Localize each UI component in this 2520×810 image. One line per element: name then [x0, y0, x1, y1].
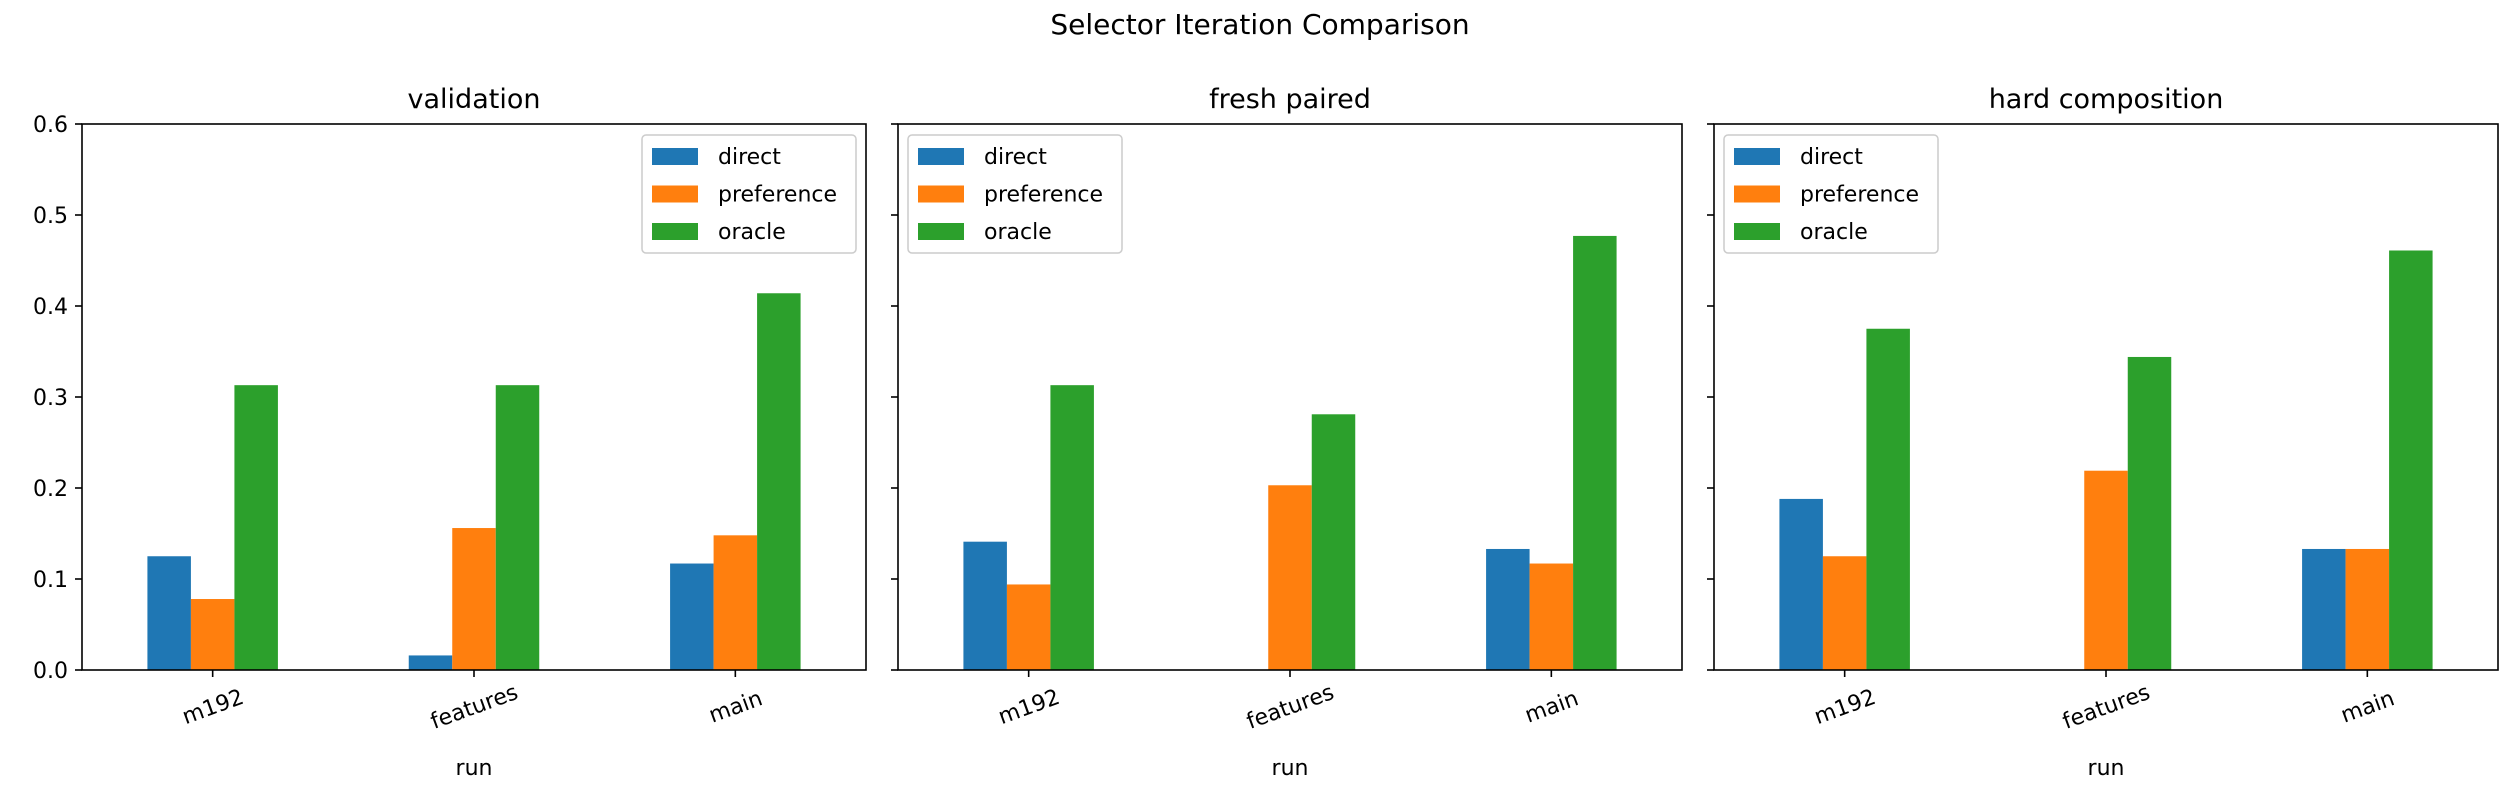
y-tick-label: 0.1	[33, 568, 68, 593]
legend-label: preference	[984, 183, 1103, 208]
y-tick-label: 0.5	[33, 204, 68, 229]
bar-direct-features	[408, 655, 453, 670]
legend: direct preference oracle	[1723, 134, 1939, 254]
legend-label: preference	[718, 183, 837, 208]
x-tick-label: m192	[995, 685, 1063, 730]
x-tick-label: m192	[179, 685, 247, 730]
x-axis-label: run	[1272, 756, 1309, 781]
x-tick-label: features	[428, 680, 522, 735]
legend-swatch-oracle	[918, 223, 964, 240]
subplot-title: validation	[408, 84, 541, 115]
legend-label: preference	[1800, 183, 1919, 208]
x-tick-label: main	[1522, 686, 1582, 728]
bar-oracle-features	[1311, 414, 1356, 670]
bar-direct-m192	[963, 541, 1007, 670]
bar-oracle-main	[2389, 250, 2433, 671]
bar-oracle-m192	[1050, 385, 1094, 670]
legend-swatch-oracle	[652, 223, 698, 240]
y-tick-label: 0.2	[33, 477, 68, 502]
bar-preference-features	[1268, 485, 1312, 670]
legend-label: oracle	[718, 220, 786, 245]
y-tick-label: 0.3	[33, 386, 68, 411]
legend: direct preference oracle	[907, 134, 1123, 254]
y-tick-label: 0.0	[33, 659, 68, 684]
x-tick-label: m192	[1811, 685, 1879, 730]
bar-preference-m192	[190, 599, 235, 670]
legend-label: oracle	[984, 220, 1052, 245]
y-tick-label: 0.6	[33, 113, 68, 138]
legend-label: direct	[984, 145, 1047, 170]
bar-preference-features	[2084, 470, 2128, 670]
bar-preference-m192	[1006, 584, 1051, 670]
bar-preference-main	[1529, 563, 1574, 670]
bar-oracle-m192	[1866, 328, 1910, 670]
legend-label: direct	[718, 145, 781, 170]
subplot-title: fresh paired	[1209, 84, 1371, 115]
bar-direct-main	[1486, 548, 1530, 670]
legend-swatch-preference	[918, 185, 964, 203]
subplot-title: hard composition	[1989, 84, 2224, 115]
legend-swatch-direct	[918, 148, 964, 165]
bar-preference-features	[452, 528, 496, 670]
x-tick-label: features	[1244, 680, 1338, 735]
bar-oracle-main	[757, 293, 801, 670]
x-axis-label: run	[2088, 756, 2125, 781]
bar-oracle-features	[495, 385, 540, 670]
subplot-3: m192 features main hard composition run direc…	[1707, 84, 2499, 781]
bar-oracle-features	[2127, 356, 2172, 670]
legend-swatch-preference	[1734, 185, 1780, 203]
bar-oracle-main	[1573, 235, 1617, 670]
legend-swatch-oracle	[1734, 223, 1780, 240]
bar-direct-m192	[147, 556, 191, 670]
legend-label: direct	[1800, 145, 1863, 170]
bar-preference-m192	[1822, 556, 1867, 670]
legend-swatch-direct	[652, 148, 698, 165]
bar-preference-main	[2345, 548, 2390, 670]
x-tick-label: main	[706, 686, 766, 728]
legend-swatch-preference	[652, 185, 698, 203]
x-tick-label: main	[2338, 686, 2398, 728]
bar-direct-main	[2302, 548, 2346, 670]
x-tick-label: features	[2060, 680, 2154, 735]
subplot-2: m192 features main fresh paired run direct pre…	[891, 84, 1683, 781]
bar-oracle-m192	[234, 385, 278, 670]
legend-swatch-direct	[1734, 148, 1780, 165]
subplot-1: 0.0 0.1 0.2 0.3 0.4 0.5 0.6 m192 features main val…	[33, 84, 867, 781]
bar-preference-main	[713, 535, 758, 670]
x-axis-label: run	[456, 756, 493, 781]
legend: direct preference oracle	[641, 134, 857, 254]
figure-title: Selector Iteration Comparison	[1050, 8, 1470, 41]
bar-direct-m192	[1779, 498, 1823, 670]
legend-label: oracle	[1800, 220, 1868, 245]
y-tick-label: 0.4	[33, 295, 68, 320]
bar-direct-main	[670, 563, 714, 670]
